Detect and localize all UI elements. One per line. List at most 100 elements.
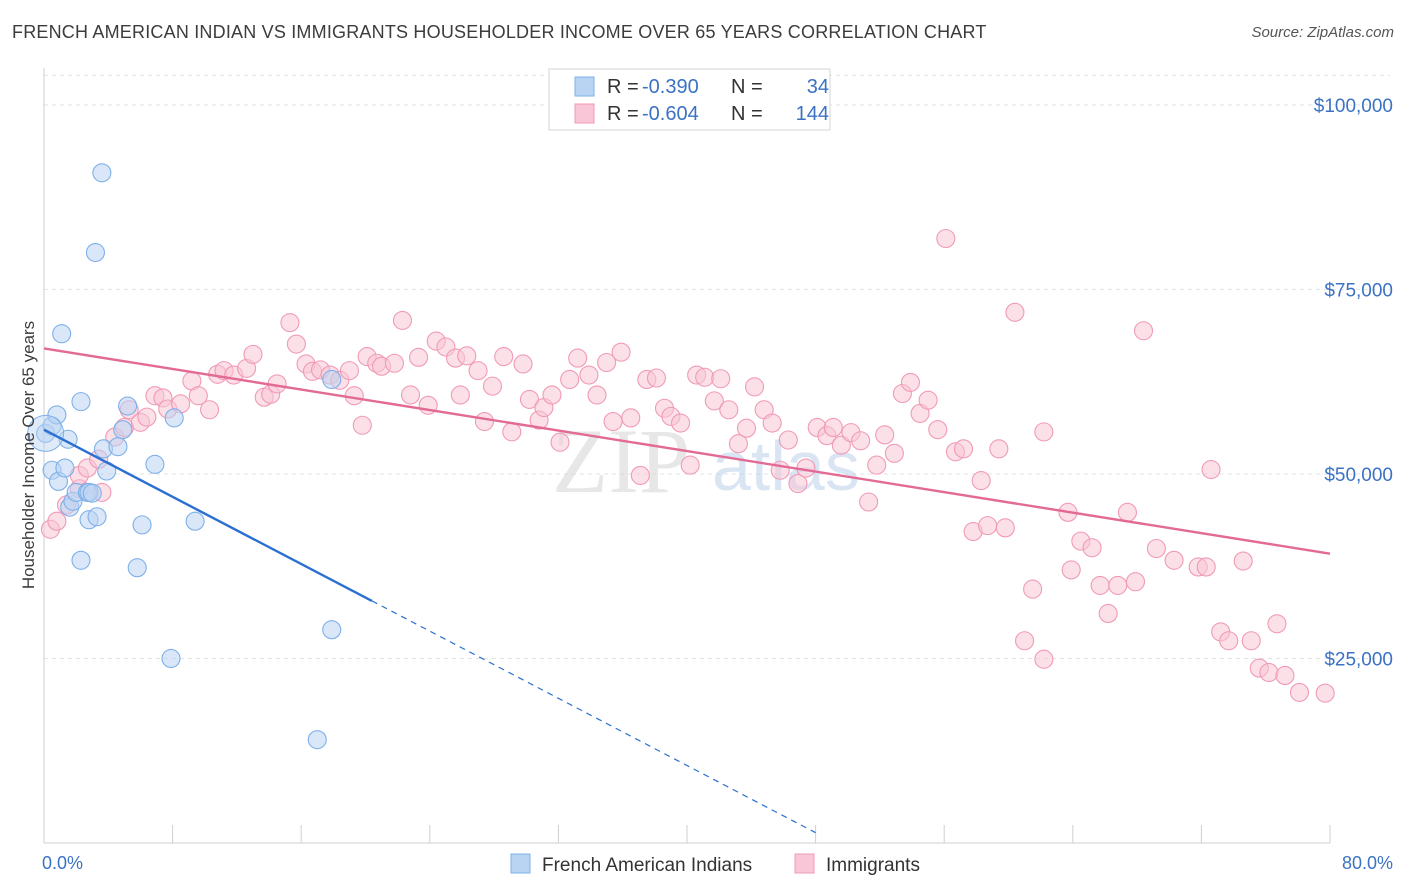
x-ticks bbox=[43, 825, 1331, 843]
legend-n-label-1: N = bbox=[731, 76, 763, 98]
french-american-indians-point bbox=[113, 420, 133, 440]
trend-lines bbox=[43, 347, 1331, 834]
immigrants-point bbox=[971, 471, 991, 491]
french-american-indians-trendline-extension bbox=[371, 600, 816, 834]
immigrants-point bbox=[243, 344, 263, 364]
immigrants-point bbox=[1259, 662, 1279, 683]
immigrants-point bbox=[468, 361, 488, 381]
immigrants-point bbox=[1241, 631, 1261, 651]
french-american-indians-trendline bbox=[43, 428, 373, 602]
immigrants-point bbox=[1117, 502, 1138, 522]
immigrants-point bbox=[646, 368, 667, 388]
immigrants-point bbox=[560, 369, 580, 390]
immigrants-point bbox=[1108, 575, 1128, 595]
legend-r-label-2: R = bbox=[607, 103, 639, 125]
immigrants-point bbox=[1034, 649, 1054, 669]
french-american-indians-point bbox=[164, 408, 184, 428]
french-american-indians-point bbox=[85, 242, 105, 263]
french-american-indians-point bbox=[307, 730, 327, 750]
immigrants-point bbox=[450, 385, 470, 405]
immigrants-point bbox=[611, 342, 631, 362]
french-american-indians-point bbox=[87, 507, 107, 527]
immigrants-point bbox=[494, 347, 514, 367]
immigrants-point bbox=[1133, 321, 1154, 341]
x-tick-label-max: 80.0% bbox=[1342, 853, 1393, 873]
immigrants-point bbox=[47, 511, 67, 531]
legend-box bbox=[548, 68, 831, 131]
immigrants-point bbox=[859, 492, 879, 512]
legend-swatch-blue bbox=[574, 76, 595, 97]
immigrants-point bbox=[384, 353, 404, 373]
watermark-zip: ZIP bbox=[552, 410, 690, 512]
french-american-indians-point bbox=[92, 163, 112, 183]
immigrants-point bbox=[823, 417, 843, 438]
immigrants-point bbox=[711, 369, 731, 389]
immigrants-point bbox=[936, 228, 956, 249]
immigrants-point bbox=[408, 347, 429, 367]
immigrants-point bbox=[513, 354, 533, 374]
immigrants-point bbox=[671, 413, 691, 433]
y-tick-label: $100,000 bbox=[1314, 96, 1393, 117]
immigrants-point bbox=[867, 455, 887, 475]
immigrants-point bbox=[1023, 579, 1043, 599]
immigrants-point bbox=[995, 518, 1015, 538]
y-tick-label: $75,000 bbox=[1324, 280, 1393, 301]
immigrants-point bbox=[680, 455, 700, 475]
immigrants-point bbox=[1015, 631, 1035, 651]
immigrants-point bbox=[978, 516, 998, 536]
french-american-indians-point bbox=[145, 454, 165, 474]
immigrants-point bbox=[1125, 572, 1146, 592]
immigrants-point bbox=[1146, 538, 1166, 559]
french-american-indians-point bbox=[118, 396, 138, 416]
immigrants-point bbox=[630, 465, 650, 485]
x-tick-label-min: 0.0% bbox=[42, 853, 83, 873]
legend-n-label-2: N = bbox=[731, 103, 763, 125]
french-american-indians-point bbox=[185, 511, 205, 531]
immigrants-point bbox=[137, 407, 157, 427]
french-american-indians-point bbox=[322, 369, 342, 390]
immigrants-point bbox=[1034, 422, 1054, 442]
french-american-indians-point bbox=[55, 458, 75, 478]
immigrants-point bbox=[831, 435, 851, 455]
immigrants-point bbox=[1196, 557, 1216, 577]
immigrants-point bbox=[875, 425, 895, 445]
immigrants-point bbox=[704, 391, 724, 411]
y-axis-label: Householder Income Over 65 years bbox=[19, 321, 38, 589]
legend-bottom: French American Indians Immigrants bbox=[510, 853, 920, 876]
immigrants-point bbox=[1267, 614, 1287, 634]
immigrants-point bbox=[339, 361, 359, 381]
immigrants-point bbox=[597, 352, 617, 373]
immigrants-point bbox=[1201, 459, 1221, 480]
legend-n-value-1: 34 bbox=[807, 76, 829, 98]
french-american-indians-point bbox=[71, 392, 91, 412]
y-tick-label: $25,000 bbox=[1324, 649, 1393, 670]
french-american-indians-point bbox=[82, 483, 102, 503]
legend-r-value-2: -0.604 bbox=[642, 103, 699, 125]
immigrants-point bbox=[1275, 665, 1295, 686]
immigrants-point bbox=[568, 348, 588, 368]
immigrants-point bbox=[989, 439, 1009, 459]
y-tick-label: $50,000 bbox=[1324, 465, 1393, 486]
immigrants-point bbox=[884, 443, 904, 463]
french-american-indians-point bbox=[52, 324, 72, 344]
immigrants-point bbox=[736, 418, 757, 438]
french-american-indians-point bbox=[127, 558, 147, 578]
immigrants-point bbox=[778, 430, 798, 450]
legend-bottom-swatch-pink bbox=[794, 853, 815, 874]
immigrants-point bbox=[188, 386, 208, 406]
immigrants-point bbox=[1164, 550, 1184, 570]
immigrants-point bbox=[286, 334, 306, 354]
immigrants-point bbox=[719, 400, 739, 420]
immigrants-point bbox=[542, 385, 562, 405]
immigrants-point bbox=[550, 432, 570, 452]
immigrants-point bbox=[1005, 302, 1025, 322]
immigrants-point bbox=[762, 413, 782, 433]
immigrants-trendline bbox=[43, 347, 1331, 555]
legend-swatch-pink bbox=[574, 103, 595, 124]
legend-n-value-2: 144 bbox=[796, 103, 829, 125]
immigrants-point bbox=[474, 411, 495, 432]
immigrants-point bbox=[953, 439, 974, 459]
immigrants-point bbox=[744, 377, 765, 397]
immigrants-point bbox=[502, 422, 522, 442]
